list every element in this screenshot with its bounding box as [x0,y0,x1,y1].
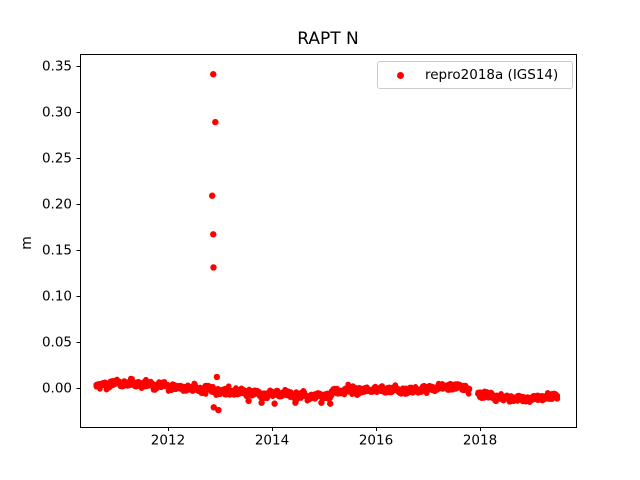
legend: repro2018a (IGS14) [377,61,573,89]
legend-marker-icon [397,71,404,79]
y-axis-label: m [19,236,35,250]
legend-label: repro2018a (IGS14) [425,67,559,83]
chart-title: RAPT N [297,29,359,49]
